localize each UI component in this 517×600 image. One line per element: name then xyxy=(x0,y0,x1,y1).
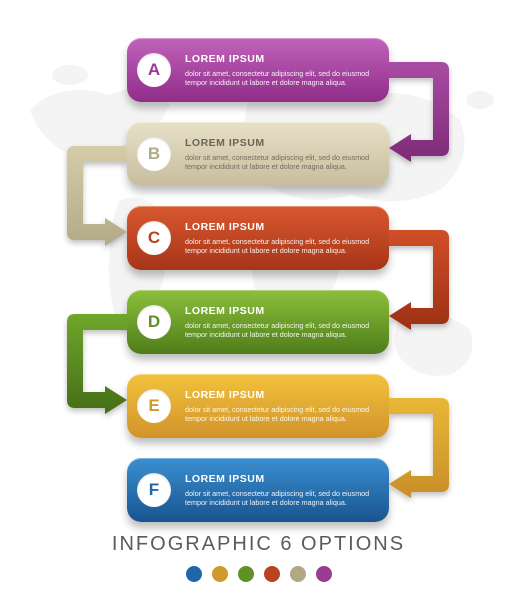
step-text: LOREM IPSUM dolor sit amet, consectetur a… xyxy=(185,221,377,255)
step-pill-f: F LOREM IPSUM dolor sit amet, consectetur … xyxy=(127,458,389,522)
step-letter-badge: E xyxy=(137,389,171,423)
step-pill-a: A LOREM IPSUM dolor sit amet, consectetur … xyxy=(127,38,389,102)
step-letter-badge: A xyxy=(137,53,171,87)
step-letter-badge: B xyxy=(137,137,171,171)
legend-dot xyxy=(186,566,202,582)
connector-arrow-right xyxy=(389,38,453,168)
step-body: dolor sit amet, consectetur adipiscing e… xyxy=(185,237,377,255)
step-body: dolor sit amet, consectetur adipiscing e… xyxy=(185,405,377,423)
step-text: LOREM IPSUM dolor sit amet, consectetur a… xyxy=(185,53,377,87)
step-title: LOREM IPSUM xyxy=(185,389,377,402)
legend-dot xyxy=(264,566,280,582)
legend-dot xyxy=(316,566,332,582)
step-body: dolor sit amet, consectetur adipiscing e… xyxy=(185,69,377,87)
step-title: LOREM IPSUM xyxy=(185,221,377,234)
step-text: LOREM IPSUM dolor sit amet, consectetur a… xyxy=(185,137,377,171)
step-letter-badge: F xyxy=(137,473,171,507)
step-pill-d: D LOREM IPSUM dolor sit amet, consectetur … xyxy=(127,290,389,354)
connector-arrow-left xyxy=(63,122,127,252)
step-row-a: A LOREM IPSUM dolor sit amet, consectetur … xyxy=(0,38,517,116)
footer: INFOGRAPHIC 6 OPTIONS xyxy=(0,533,517,582)
connector-arrow-left xyxy=(63,290,127,420)
step-text: LOREM IPSUM dolor sit amet, consectetur a… xyxy=(185,389,377,423)
legend-dot xyxy=(290,566,306,582)
step-body: dolor sit amet, consectetur adipiscing e… xyxy=(185,489,377,507)
infographic-steps-container: A LOREM IPSUM dolor sit amet, consectetur … xyxy=(0,38,517,542)
step-letter-badge: D xyxy=(137,305,171,339)
footer-title: INFOGRAPHIC 6 OPTIONS xyxy=(0,533,517,556)
step-title: LOREM IPSUM xyxy=(185,137,377,150)
step-title: LOREM IPSUM xyxy=(185,305,377,318)
connector-arrow-right xyxy=(389,374,453,504)
step-pill-e: E LOREM IPSUM dolor sit amet, consectetur … xyxy=(127,374,389,438)
step-pill-c: C LOREM IPSUM dolor sit amet, consectetur … xyxy=(127,206,389,270)
step-text: LOREM IPSUM dolor sit amet, consectetur a… xyxy=(185,473,377,507)
step-letter-badge: C xyxy=(137,221,171,255)
legend-dot xyxy=(212,566,228,582)
footer-dots xyxy=(0,566,517,582)
legend-dot xyxy=(238,566,254,582)
step-pill-b: B LOREM IPSUM dolor sit amet, consectetur … xyxy=(127,122,389,186)
step-title: LOREM IPSUM xyxy=(185,53,377,66)
step-body: dolor sit amet, consectetur adipiscing e… xyxy=(185,321,377,339)
connector-arrow-right xyxy=(389,206,453,336)
step-title: LOREM IPSUM xyxy=(185,473,377,486)
step-text: LOREM IPSUM dolor sit amet, consectetur a… xyxy=(185,305,377,339)
step-body: dolor sit amet, consectetur adipiscing e… xyxy=(185,153,377,171)
